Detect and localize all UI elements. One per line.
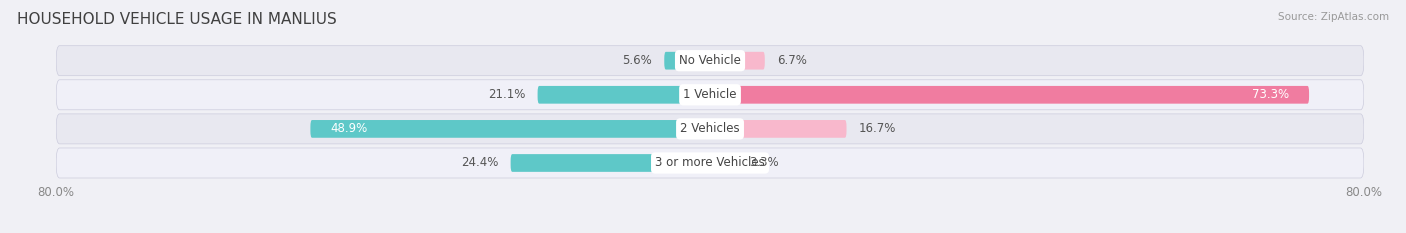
Text: No Vehicle: No Vehicle [679,54,741,67]
Text: HOUSEHOLD VEHICLE USAGE IN MANLIUS: HOUSEHOLD VEHICLE USAGE IN MANLIUS [17,12,336,27]
Text: 16.7%: 16.7% [859,122,896,135]
Text: Source: ZipAtlas.com: Source: ZipAtlas.com [1278,12,1389,22]
Text: 21.1%: 21.1% [488,88,526,101]
FancyBboxPatch shape [710,154,737,172]
Text: 2 Vehicles: 2 Vehicles [681,122,740,135]
Text: 1 Vehicle: 1 Vehicle [683,88,737,101]
Text: 3.3%: 3.3% [749,157,779,169]
FancyBboxPatch shape [537,86,710,104]
Text: 24.4%: 24.4% [461,157,498,169]
Text: 6.7%: 6.7% [778,54,807,67]
Text: 48.9%: 48.9% [330,122,368,135]
FancyBboxPatch shape [710,120,846,138]
Text: 3 or more Vehicles: 3 or more Vehicles [655,157,765,169]
FancyBboxPatch shape [56,148,1364,178]
FancyBboxPatch shape [710,86,1309,104]
FancyBboxPatch shape [664,52,710,70]
FancyBboxPatch shape [56,80,1364,110]
FancyBboxPatch shape [710,52,765,70]
FancyBboxPatch shape [311,120,710,138]
FancyBboxPatch shape [56,46,1364,76]
Text: 5.6%: 5.6% [623,54,652,67]
FancyBboxPatch shape [56,114,1364,144]
FancyBboxPatch shape [510,154,710,172]
Text: 73.3%: 73.3% [1251,88,1289,101]
